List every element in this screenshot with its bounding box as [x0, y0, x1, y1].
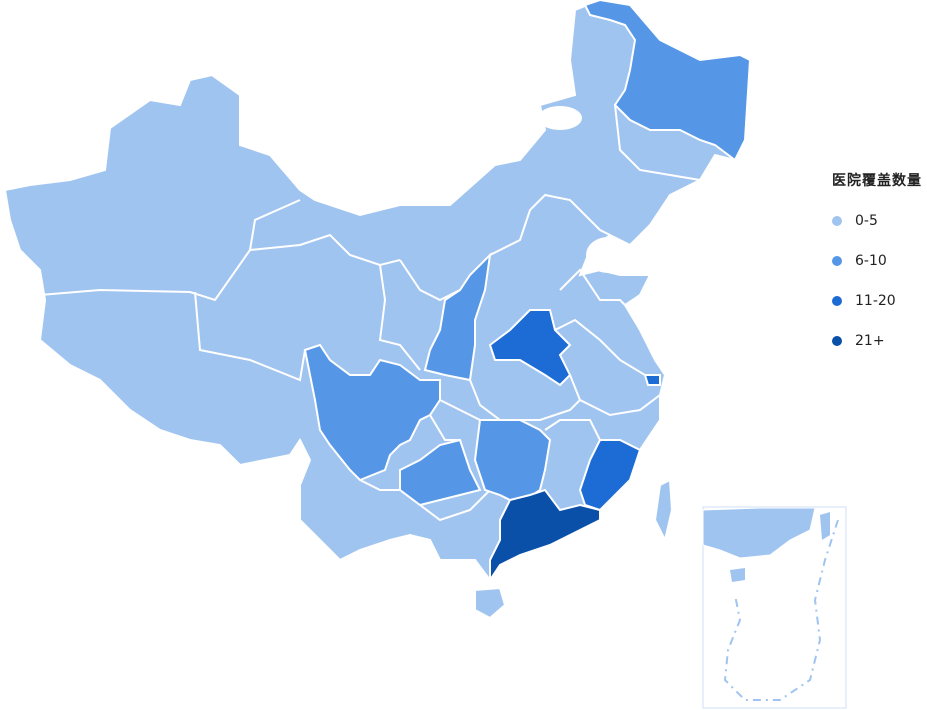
region-sichuan[interactable] — [303, 343, 441, 482]
region-fujian[interactable] — [578, 439, 642, 512]
province-borders — [39, 104, 701, 522]
legend-label: 21+ — [855, 333, 885, 349]
legend-item-0-5[interactable]: 0-5 — [832, 201, 922, 241]
legend-title: 医院覆盖数量 — [832, 173, 922, 189]
legend: 医院覆盖数量 0-5 6-10 11-20 21+ — [832, 170, 922, 374]
region-hainan[interactable] — [474, 586, 507, 620]
legend-item-6-10[interactable]: 6-10 — [832, 241, 922, 281]
south-china-sea-inset — [702, 506, 847, 709]
region-guizhou[interactable] — [399, 438, 482, 507]
region-henan[interactable] — [488, 309, 572, 387]
inner-water — [538, 106, 582, 130]
legend-dot-icon — [832, 256, 842, 266]
region-guangdong[interactable] — [489, 488, 601, 584]
legend-dot-icon — [832, 216, 842, 226]
map-base-region[interactable] — [3, 0, 752, 582]
region-shaanxi[interactable] — [423, 252, 492, 382]
legend-item-21-plus[interactable]: 21+ — [832, 321, 922, 361]
region-heilongjiang[interactable] — [583, 0, 752, 162]
legend-label: 6-10 — [855, 253, 887, 269]
legend-label: 0-5 — [855, 213, 878, 229]
region-shanghai[interactable] — [643, 374, 661, 386]
legend-dot-icon — [832, 296, 842, 306]
bohai-sea — [586, 237, 630, 273]
legend-item-11-20[interactable]: 11-20 — [832, 281, 922, 321]
legend-label: 11-20 — [855, 293, 896, 309]
region-hunan[interactable] — [473, 419, 552, 501]
legend-dot-icon — [832, 336, 842, 346]
region-taiwan[interactable] — [653, 478, 674, 543]
